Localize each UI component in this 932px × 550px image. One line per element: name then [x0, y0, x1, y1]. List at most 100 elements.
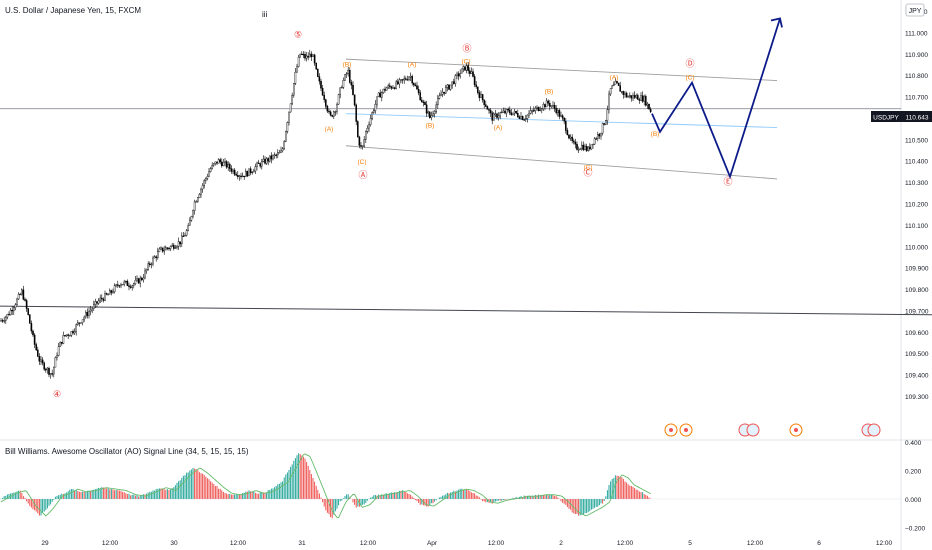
wave-label[interactable]: Ⓓ [685, 59, 694, 69]
candle-body [142, 277, 145, 281]
candle-body [150, 263, 153, 266]
candle-body [408, 76, 410, 81]
candle-body [553, 105, 556, 109]
candle-body [579, 148, 581, 150]
y-tick-label: 110.800 [905, 73, 928, 80]
candle-body [188, 220, 191, 226]
channel-mid-line[interactable] [345, 113, 778, 129]
wave-label[interactable]: (C) [685, 74, 694, 81]
candle-body [280, 150, 282, 153]
candle-body [357, 121, 359, 138]
candle-body [269, 155, 271, 162]
wave-label[interactable]: ④ [53, 389, 61, 399]
candle-body [27, 308, 30, 315]
candle-body [521, 115, 524, 120]
wave-label[interactable]: (B) [426, 123, 435, 130]
candle-body [129, 286, 132, 288]
channel-upper-line[interactable] [345, 58, 778, 81]
wave-label[interactable]: ⑤ [294, 30, 302, 40]
candle-body [641, 95, 644, 102]
candle-body [222, 162, 225, 167]
y-tick-label: 110.900 [905, 52, 928, 59]
candle-body [488, 109, 490, 111]
y-tick-label: 110.000 [905, 244, 928, 251]
candle-body [166, 247, 169, 249]
candle-body [625, 92, 628, 97]
candle-body [630, 95, 633, 99]
wave-label[interactable]: Ⓔ [723, 176, 732, 186]
wave-label[interactable]: Ⓐ [358, 170, 367, 180]
y-tick-label: 109.400 [905, 373, 929, 380]
candle-body [481, 94, 484, 101]
channel-lower-line[interactable] [345, 145, 778, 180]
wave-label[interactable]: (C) [461, 58, 470, 65]
candle-body [584, 145, 586, 151]
support-trendline[interactable] [0, 305, 932, 316]
candle-body [449, 84, 452, 90]
projection-path[interactable] [651, 18, 781, 180]
event-dot-icon [669, 428, 673, 432]
candle-body [281, 148, 284, 152]
candle-body [576, 144, 578, 150]
us-flag-icon[interactable] [867, 423, 881, 437]
candle-body [421, 99, 423, 103]
wave-label[interactable]: (C) [357, 159, 366, 166]
candle-body [531, 110, 533, 112]
candle-body [622, 91, 625, 95]
candle-body [297, 56, 300, 67]
currency-label: JPY [909, 8, 922, 15]
candle-body [301, 53, 303, 56]
candle-body [502, 110, 505, 113]
candle-body [296, 66, 298, 73]
candle-body [438, 95, 441, 99]
candle-body [230, 168, 233, 172]
candle-body [464, 66, 466, 71]
candle-body [574, 141, 577, 145]
ao-signal-line [0, 453, 651, 519]
candle-body [309, 53, 311, 58]
us-flag-icon[interactable] [746, 423, 760, 437]
candle-body [251, 171, 254, 174]
candle-body [62, 335, 65, 344]
wave-label[interactable]: (A) [494, 125, 503, 132]
candle-body [102, 298, 105, 301]
candle-body [53, 366, 55, 375]
wave-label[interactable]: (B) [545, 88, 554, 95]
candle-body [478, 92, 481, 98]
candle-body [326, 105, 329, 112]
wave-label[interactable]: (A) [408, 62, 417, 69]
wave-label[interactable]: (B) [651, 131, 660, 138]
candle-body [35, 344, 37, 351]
candle-body [97, 300, 100, 304]
candle-body [252, 170, 255, 173]
candle-body [337, 94, 340, 105]
wave-label[interactable]: (C) [583, 164, 592, 171]
candle-body [339, 87, 342, 95]
event-markers[interactable] [664, 423, 881, 437]
wave-label[interactable]: (A) [325, 126, 334, 133]
candle-body [293, 83, 295, 96]
candle-body [417, 89, 420, 93]
candle-body [411, 76, 414, 84]
candle-body [187, 225, 190, 231]
candle-body [363, 139, 366, 147]
candle-body [440, 94, 442, 97]
y-tick-label: 109.900 [905, 266, 929, 273]
wave-label[interactable]: (B) [343, 62, 352, 69]
wave-label[interactable]: Ⓒ [583, 168, 592, 178]
candle-body [116, 284, 119, 286]
wave-label[interactable]: (A) [610, 74, 619, 81]
candle-body [331, 114, 334, 117]
candle-body [648, 103, 650, 110]
y-tick-label: 109.300 [905, 394, 929, 401]
price-tag[interactable]: USDJPY 110.643 [871, 111, 932, 122]
candle-body [315, 62, 318, 70]
wave-label[interactable]: Ⓑ [462, 44, 471, 54]
candle-body [353, 94, 356, 106]
currency-badge[interactable]: JPY [905, 3, 925, 17]
candle-body [113, 285, 116, 293]
candle-body [198, 194, 201, 198]
candle-body [49, 373, 52, 375]
candle-body [200, 188, 202, 195]
candle-body [603, 123, 605, 125]
